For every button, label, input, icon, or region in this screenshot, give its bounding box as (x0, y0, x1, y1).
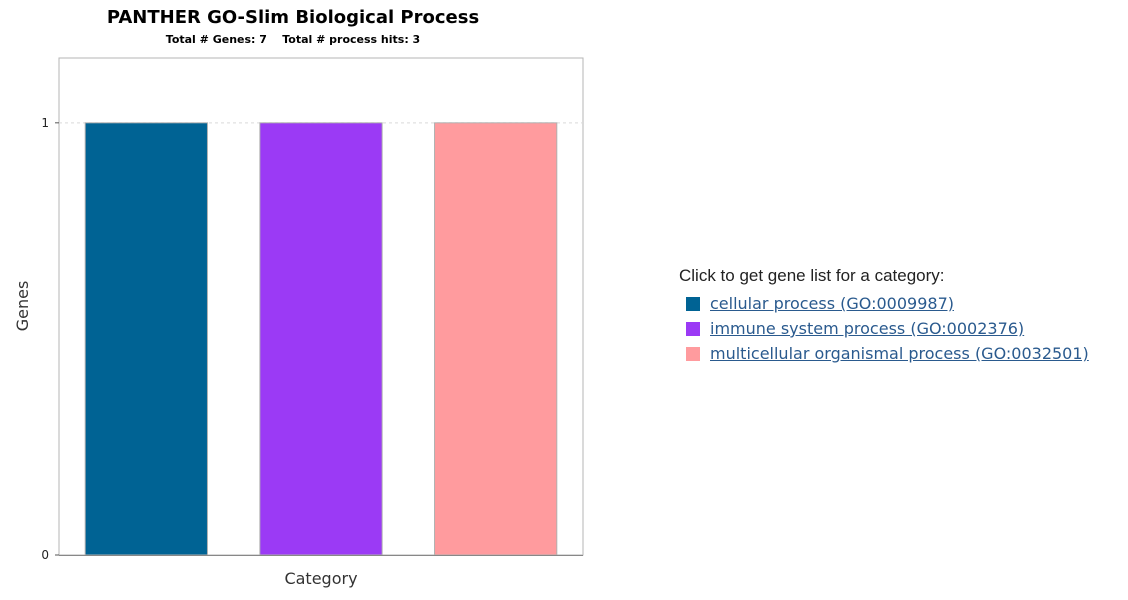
y-tick-label: 0 (41, 548, 49, 562)
legend-item-immune-system-process[interactable]: immune system process (GO:0002376) (679, 316, 1089, 341)
legend-heading: Click to get gene list for a category: (679, 266, 945, 285)
immune-system-process-link[interactable]: immune system process (GO:0002376) (710, 319, 1025, 338)
y-axis-label: Genes (13, 281, 32, 332)
multicellular-organismal-process-link[interactable]: multicellular organismal process (GO:003… (710, 344, 1089, 363)
y-ticks: 01 (41, 116, 59, 562)
bar-cellular-process[interactable] (84, 122, 208, 556)
cellular-process-link[interactable]: cellular process (GO:0009987) (710, 294, 954, 313)
legend-swatch-cellular-process (686, 296, 700, 311)
legend-swatch-multicellular-organismal-process (686, 346, 700, 361)
chart-subtitle: Total # Genes: 7 Total # process hits: 3 (166, 33, 420, 46)
bar-chart: PANTHER GO-Slim Biological Process Total… (13, 7, 584, 588)
legend-item-multicellular-organismal-process[interactable]: multicellular organismal process (GO:003… (679, 341, 1089, 366)
category-legend: Click to get gene list for a category: c… (679, 266, 1089, 366)
x-axis-label: Category (284, 569, 357, 588)
bar-immune-system-process[interactable] (259, 122, 383, 556)
legend-item-cellular-process[interactable]: cellular process (GO:0009987) (679, 291, 1089, 316)
bars (84, 122, 558, 556)
chart-title: PANTHER GO-Slim Biological Process (107, 7, 479, 28)
y-tick-label: 1 (41, 116, 49, 130)
legend-swatch-immune-system-process (686, 321, 700, 336)
bar-multicellular-organismal-process[interactable] (434, 122, 558, 556)
